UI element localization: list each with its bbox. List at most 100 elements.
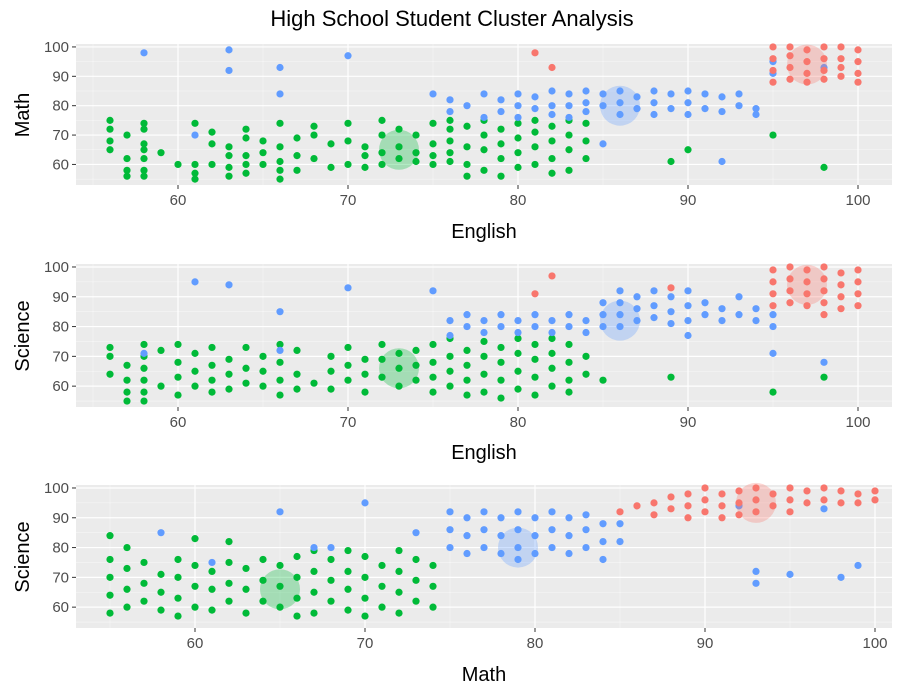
data-point <box>548 63 556 72</box>
data-point <box>106 125 114 133</box>
data-point <box>837 43 845 51</box>
cluster-centroid <box>379 348 419 389</box>
data-point <box>225 558 233 567</box>
data-point <box>582 370 590 378</box>
data-point <box>293 346 301 354</box>
data-point <box>225 46 233 54</box>
data-point <box>463 346 471 354</box>
data-point <box>497 343 505 352</box>
data-point <box>191 582 199 590</box>
data-point <box>123 131 131 139</box>
data-point <box>854 78 862 86</box>
data-point <box>548 272 556 280</box>
data-point <box>242 169 250 177</box>
data-point <box>633 105 641 113</box>
data-point <box>514 328 522 337</box>
data-point <box>123 361 131 369</box>
scatter-panel-english-math: 60 70 80 90 100 60 70 80 90 100 English Math <box>12 39 892 243</box>
data-point <box>276 508 284 516</box>
data-point <box>769 490 777 498</box>
data-point <box>412 597 420 605</box>
x-tick-label: 80 <box>510 192 527 209</box>
data-point <box>157 149 165 157</box>
data-point <box>582 511 590 519</box>
data-point <box>140 146 148 154</box>
cluster-centroid <box>379 129 419 170</box>
data-point <box>480 328 488 337</box>
data-point <box>429 373 437 381</box>
data-point <box>786 75 794 83</box>
data-point <box>650 99 658 107</box>
data-point <box>548 349 556 357</box>
data-point <box>514 119 522 127</box>
x-tick-label: 90 <box>697 635 714 652</box>
data-point <box>293 573 301 581</box>
data-point <box>565 549 573 558</box>
data-point <box>446 107 454 116</box>
data-point <box>820 484 828 492</box>
x-tick-label: 60 <box>170 192 187 209</box>
data-point <box>140 364 148 372</box>
data-point <box>174 391 182 399</box>
data-point <box>684 110 692 119</box>
data-point <box>599 299 607 307</box>
data-point <box>276 376 284 384</box>
data-point <box>599 102 607 110</box>
data-point <box>752 567 760 575</box>
data-point <box>140 349 148 357</box>
data-point <box>497 140 505 148</box>
data-point <box>599 520 607 528</box>
data-point <box>820 287 828 295</box>
x-tick-label: 70 <box>357 635 374 652</box>
data-point <box>446 508 454 516</box>
data-point <box>633 293 641 301</box>
data-point <box>820 55 828 63</box>
data-point <box>531 290 539 298</box>
data-point <box>497 514 505 522</box>
data-point <box>140 397 148 405</box>
data-point <box>548 137 556 145</box>
data-point <box>429 561 437 570</box>
data-point <box>650 511 658 519</box>
data-point <box>803 78 811 86</box>
data-point <box>650 110 658 119</box>
data-point <box>344 567 352 575</box>
data-point <box>446 352 454 360</box>
data-point <box>242 125 250 133</box>
data-point <box>769 322 777 331</box>
data-point <box>191 175 199 183</box>
data-point <box>854 302 862 310</box>
data-point <box>429 287 437 295</box>
data-point <box>667 90 675 98</box>
data-point <box>446 543 454 552</box>
data-point <box>123 543 131 552</box>
data-point <box>854 499 862 507</box>
data-point <box>140 597 148 605</box>
y-axis-title: Math <box>12 93 34 137</box>
x-tick-label: 90 <box>680 192 697 209</box>
data-point <box>395 364 403 372</box>
data-point <box>786 263 794 271</box>
data-point <box>548 382 556 390</box>
data-point <box>446 317 454 325</box>
data-point <box>803 266 811 274</box>
data-point <box>820 263 828 271</box>
data-point <box>259 352 267 360</box>
data-point <box>616 311 624 319</box>
data-point <box>480 113 488 122</box>
data-point <box>548 110 556 119</box>
y-tick-label: 100 <box>44 480 69 497</box>
data-point <box>106 116 114 124</box>
data-point <box>361 573 369 581</box>
data-point <box>344 376 352 384</box>
data-point <box>242 343 250 352</box>
data-point <box>140 558 148 567</box>
data-point <box>310 154 318 163</box>
data-point <box>412 376 420 384</box>
data-point <box>786 287 794 295</box>
data-point <box>803 302 811 310</box>
data-point <box>463 549 471 558</box>
data-point <box>582 119 590 127</box>
data-point <box>701 299 709 307</box>
